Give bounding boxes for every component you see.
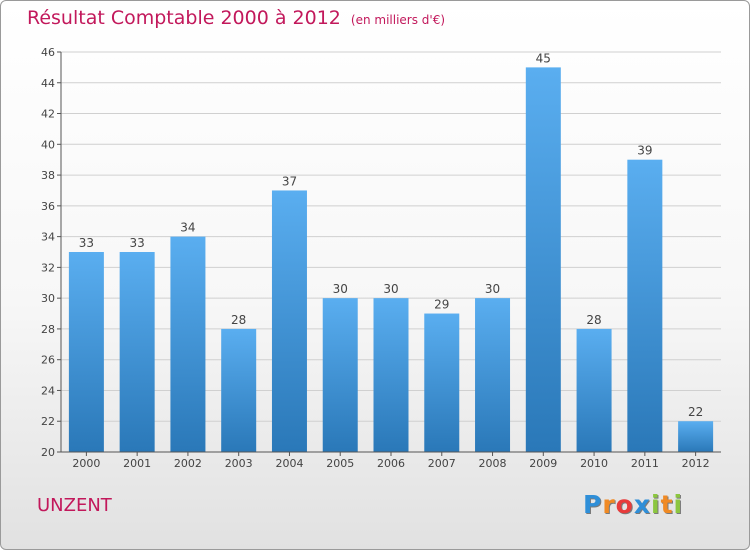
y-tick-label: 32 — [41, 261, 55, 274]
bar-value-label: 33 — [79, 236, 94, 250]
bars: 33 33 34 28 37 30 30 29 30 45 28 39 22 — [68, 51, 714, 452]
y-tick-label: 36 — [41, 200, 55, 213]
y-tick-label: 22 — [41, 415, 55, 428]
bar-2004 — [271, 190, 307, 452]
x-tick-label: 2007 — [428, 457, 456, 470]
bar-value-label: 30 — [383, 282, 398, 296]
bar-value-label: 37 — [282, 174, 297, 188]
chart-title: Résultat Comptable 2000 à 2012 (en millie… — [27, 7, 445, 29]
x-tick-label: 2002 — [174, 457, 202, 470]
x-tick-label: 2000 — [72, 457, 100, 470]
x-tick-label: 2009 — [529, 457, 557, 470]
bar-value-label: 30 — [485, 282, 500, 296]
y-tick-label: 20 — [41, 446, 55, 459]
bar-value-label: 45 — [536, 51, 551, 65]
bar-2001 — [119, 252, 155, 452]
chart-subtitle: (en milliers d'€) — [350, 13, 446, 27]
y-tick-label: 24 — [41, 384, 55, 397]
y-tick-label: 26 — [41, 354, 55, 367]
bar-2012 — [678, 421, 714, 452]
bar-2008 — [475, 298, 511, 452]
bar-value-label: 30 — [333, 282, 348, 296]
logo-letter: i — [673, 490, 684, 519]
bar-value-label: 39 — [637, 144, 652, 158]
chart-title-main: Résultat Comptable 2000 à 2012 — [27, 7, 341, 29]
x-tick-label: 2011 — [631, 457, 659, 470]
logo-letter: P — [583, 490, 603, 519]
proxiti-logo[interactable]: Proxiti — [583, 490, 683, 519]
bar-value-label: 34 — [180, 221, 195, 235]
bar-value-label: 28 — [231, 313, 246, 327]
bar-2000 — [68, 252, 104, 452]
x-tick-label: 2008 — [479, 457, 507, 470]
x-tick-label: 2003 — [225, 457, 253, 470]
bar-value-label: 29 — [434, 298, 449, 312]
bar-value-label: 28 — [586, 313, 601, 327]
y-tick-label: 46 — [41, 46, 55, 59]
x-tick-label: 2006 — [377, 457, 405, 470]
bar-2002 — [170, 236, 206, 452]
logo-letter: r — [602, 490, 616, 519]
y-tick-label: 42 — [41, 108, 55, 121]
bar-value-label: 33 — [130, 236, 145, 250]
x-tick-label: 2001 — [123, 457, 151, 470]
logo-letter: t — [660, 490, 674, 519]
y-tick-label: 44 — [41, 77, 55, 90]
y-tick-label: 30 — [41, 292, 55, 305]
logo-letter: o — [615, 490, 634, 519]
y-tick-label: 34 — [41, 231, 55, 244]
bar-2007 — [424, 313, 460, 452]
logo-letter: i — [651, 490, 661, 519]
bar-2011 — [627, 159, 663, 452]
y-tick-label: 40 — [41, 138, 55, 151]
x-tick-label: 2004 — [275, 457, 303, 470]
axes: 20 22 24 26 28 30 32 34 36 38 40 42 44 46 2000 2001 2002… — [41, 46, 721, 470]
bar-2006 — [373, 298, 409, 452]
y-tick-label: 38 — [41, 169, 55, 182]
bar-2003 — [221, 328, 257, 452]
x-tick-label: 2010 — [580, 457, 608, 470]
x-tick-label: 2012 — [682, 457, 710, 470]
bar-2009 — [525, 67, 561, 452]
x-tick-label: 2005 — [326, 457, 354, 470]
bar-2005 — [322, 298, 358, 452]
y-tick-label: 28 — [41, 323, 55, 336]
bar-2010 — [576, 328, 612, 452]
logo-letter: x — [633, 490, 651, 519]
place-name: UNZENT — [37, 495, 112, 516]
bar-value-label: 22 — [688, 405, 703, 419]
